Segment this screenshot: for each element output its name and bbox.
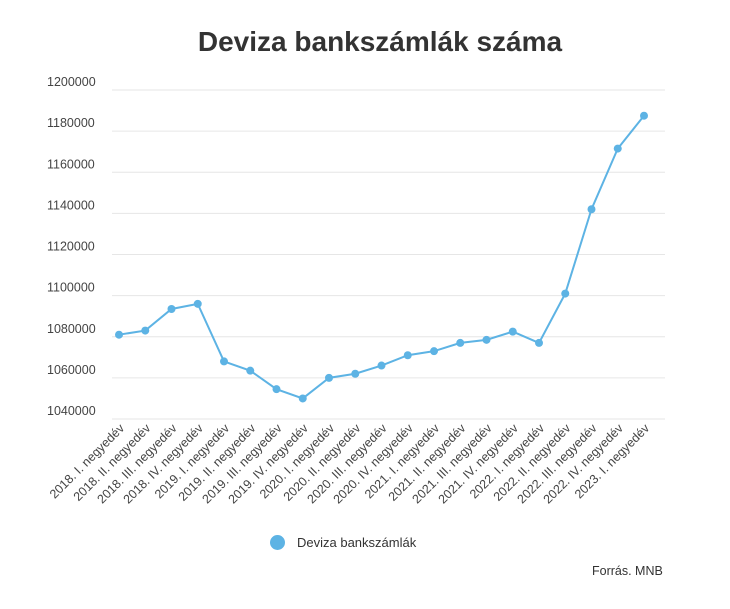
data-point [587,205,596,214]
data-point [456,338,465,347]
data-point [115,330,123,339]
data-point [482,335,491,344]
data-point [325,373,333,382]
data-point [403,351,412,360]
data-point [430,347,438,356]
y-tick-label: 1160000 [47,157,95,171]
y-tick-label: 1180000 [47,116,95,130]
series-line [115,111,648,403]
gridlines [112,89,665,420]
data-point [351,369,360,378]
data-point [193,299,202,308]
data-point [220,357,228,366]
y-tick-label: 1120000 [47,240,95,254]
data-point [298,394,307,403]
y-tick-label: 1200000 [47,75,96,89]
legend-marker [270,535,285,550]
source-note: Forrás. MNB [592,564,663,578]
data-point [535,338,543,347]
legend: Deviza bankszámlák [270,535,416,550]
data-point [272,385,281,394]
data-point [377,361,386,370]
data-point [508,327,517,336]
y-tick-label: 1140000 [47,198,95,212]
y-axis-ticks: 1200000 1180000 1160000 1140000 1120000 11000… [47,75,96,418]
data-point [141,326,150,335]
legend-label: Deviza bankszámlák [297,535,417,550]
data-point [613,144,622,153]
data-point [640,111,648,120]
series-line-path [118,115,645,400]
y-tick-label: 1040000 [47,404,96,418]
chart-title: Deviza bankszámlák száma [197,26,563,57]
y-tick-label: 1100000 [47,281,95,295]
data-point [246,366,255,375]
y-tick-label: 1060000 [47,363,96,377]
data-point [561,289,570,298]
data-point [167,304,176,313]
y-tick-label: 1080000 [47,322,96,336]
